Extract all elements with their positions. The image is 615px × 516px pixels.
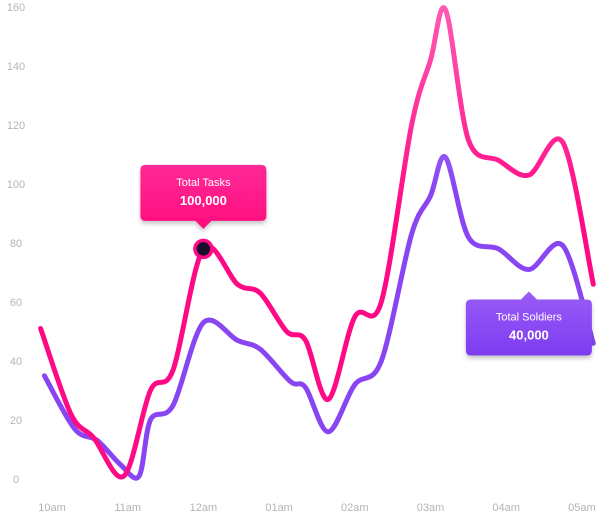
tooltip-total-soldiers: Total Soldiers 40,000 [465,291,592,356]
y-axis: 0 20 40 60 80 100 120 140 160 [7,2,25,486]
y-tick-label: 120 [7,120,25,132]
tooltip-value: 40,000 [509,328,549,343]
x-tick-label: 10am [38,502,66,514]
x-tick-label: 05am [568,502,596,514]
y-tick-label: 160 [7,2,25,14]
series-layer [38,5,596,481]
tooltip-box [465,291,592,356]
series-line-total-soldiers [41,154,596,481]
x-tick-label: 11am [114,502,141,514]
tooltip-label: Total Soldiers [496,312,563,324]
x-tick-label: 03am [417,502,445,514]
y-tick-label: 140 [7,61,25,73]
y-tick-label: 20 [10,415,22,427]
data-point-marker [193,238,214,260]
tooltip-label: Total Tasks [176,177,231,189]
y-tick-label: 80 [10,238,22,250]
x-tick-label: 12am [190,502,218,514]
x-tick-label: 01am [265,502,293,514]
series-line-total-tasks [38,5,596,480]
x-tick-label: 04am [492,502,520,514]
tooltip-value: 100,000 [180,193,227,208]
y-tick-label: 0 [13,474,19,486]
x-tick-label: 02am [341,502,369,514]
y-tick-label: 40 [10,356,22,368]
tooltip-total-tasks: Total Tasks 100,000 [140,164,267,229]
tooltip-box [140,164,267,229]
x-axis: 10am 11am 12am 01am 02am 03am 04am 05am [38,502,595,514]
y-tick-label: 60 [10,297,22,309]
annotation-layer: Total Tasks 100,000 Total Soldiers 40,000 [140,164,592,356]
y-tick-label: 100 [7,179,25,191]
